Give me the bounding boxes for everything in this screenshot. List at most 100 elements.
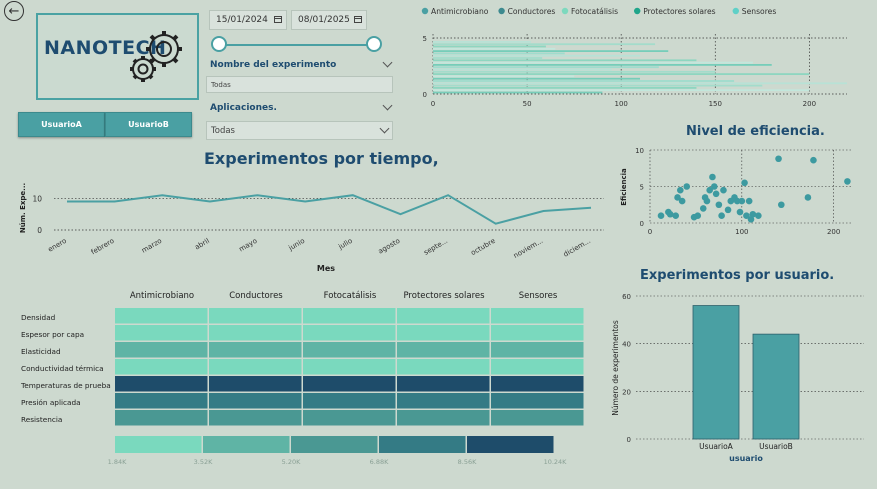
heatmap-legend-label: 10.24K bbox=[544, 458, 568, 466]
line-series bbox=[67, 194, 592, 225]
back-arrow-icon: ← bbox=[8, 3, 20, 19]
scatter-point bbox=[804, 194, 812, 201]
bar bbox=[433, 54, 640, 57]
y-tick-label: 10 bbox=[32, 194, 42, 203]
chevron-down-icon[interactable] bbox=[382, 100, 393, 112]
heatmap-column-label: Antimicrobiano bbox=[130, 291, 194, 301]
heatmap-cell bbox=[491, 376, 584, 392]
scatter-point bbox=[706, 186, 713, 194]
heatmap-cell bbox=[397, 359, 490, 375]
x-tick-label: diciem... bbox=[562, 237, 592, 259]
scatter-chart: 10 5 00 100 200 Eficiencia bbox=[620, 147, 852, 236]
bar bbox=[433, 45, 546, 48]
scatter-point bbox=[715, 201, 723, 209]
top-bar-chart: Antimicrobiano Conductores Fotocatálisis Pr… bbox=[421, 7, 847, 108]
scatter-point bbox=[810, 156, 817, 164]
heatmap-column-label: Protectores solares bbox=[403, 291, 485, 301]
heatmap-column-label: Conductores bbox=[229, 291, 283, 301]
heatmap-legend-label: 1.84K bbox=[108, 458, 127, 466]
heatmap-cell bbox=[115, 342, 208, 358]
back-button[interactable]: ← bbox=[4, 1, 24, 21]
date-slider-end-handle[interactable] bbox=[366, 36, 382, 52]
scatter-point bbox=[747, 216, 755, 223]
scatter-point bbox=[674, 194, 681, 201]
scatter-point bbox=[683, 183, 691, 190]
scatter-point bbox=[672, 212, 680, 219]
chevron-down-icon[interactable] bbox=[382, 57, 393, 69]
heatmap-cell bbox=[397, 325, 490, 341]
scatter-point bbox=[844, 178, 851, 185]
x-tick-label: 0 bbox=[431, 100, 435, 108]
calendar-icon[interactable] bbox=[354, 16, 362, 23]
heatmap-cell bbox=[491, 308, 584, 324]
y-tick-label: 60 bbox=[622, 293, 631, 301]
bar bbox=[752, 333, 800, 440]
x-tick-label: julio bbox=[336, 237, 353, 252]
x-axis-label: usuario bbox=[729, 454, 763, 463]
scatter-point bbox=[694, 212, 702, 219]
heatmap-cell bbox=[397, 376, 490, 392]
x-tick-label: septe... bbox=[422, 237, 449, 257]
scatter-point bbox=[745, 197, 753, 205]
heatmap-cell bbox=[115, 359, 208, 375]
bar bbox=[433, 77, 640, 80]
x-tick-label: 0 bbox=[648, 228, 652, 236]
heatmap-cell bbox=[491, 359, 584, 375]
heatmap-cell bbox=[115, 376, 208, 392]
y-axis-label: Eficiencia bbox=[620, 168, 628, 206]
heatmap-cell bbox=[209, 359, 302, 375]
heatmap-row-label: Elasticidad bbox=[21, 347, 61, 356]
scatter-point bbox=[749, 210, 757, 218]
x-tick-label: UsuarioA bbox=[699, 442, 734, 451]
start-date-field[interactable]: 15/01/2024 bbox=[209, 10, 287, 30]
heatmap-legend-label: 5.20K bbox=[282, 458, 301, 466]
heatmap-row-label: Densidad bbox=[21, 313, 55, 322]
y-axis-label: Núm. Expe... bbox=[19, 183, 27, 233]
y-tick-label: 5 bbox=[640, 184, 644, 192]
heatmap-cell bbox=[397, 393, 490, 409]
user-a-button[interactable]: UsuarioA bbox=[18, 112, 105, 137]
heatmap-legend-swatch bbox=[291, 436, 378, 453]
heatmap-legend-label: 6.88K bbox=[370, 458, 389, 466]
experiment-slicer-title: Nombre del experimento bbox=[210, 60, 337, 70]
logo-text: NANOTECH bbox=[44, 37, 167, 59]
y-tick-label: 0 bbox=[640, 220, 644, 228]
y-tick-label: 40 bbox=[622, 341, 631, 349]
end-date-field[interactable]: 08/01/2025 bbox=[291, 10, 367, 30]
legend-item: Fotocatálisis bbox=[571, 7, 618, 16]
y-tick-label: 5 bbox=[423, 35, 427, 43]
x-tick-label: octubre bbox=[470, 237, 497, 257]
applications-dropdown[interactable]: Todas bbox=[206, 121, 393, 140]
heatmap-cell bbox=[397, 308, 490, 324]
heatmap-row-label: Espesor por capa bbox=[21, 330, 84, 339]
x-tick-label: 50 bbox=[523, 100, 532, 108]
x-tick-label: junio bbox=[287, 237, 307, 253]
experiment-dropdown[interactable]: Todas bbox=[206, 76, 393, 93]
calendar-icon[interactable] bbox=[274, 16, 282, 23]
start-date-value: 15/01/2024 bbox=[216, 15, 268, 25]
scatter-point bbox=[775, 155, 782, 163]
bar bbox=[433, 84, 763, 87]
date-slider-track bbox=[218, 44, 375, 46]
y-tick-label: 10 bbox=[635, 147, 644, 155]
date-slider-start-handle[interactable] bbox=[211, 36, 227, 52]
heatmap-column-label: Fotocatálisis bbox=[324, 291, 377, 301]
heatmap-cell bbox=[209, 308, 302, 324]
x-tick-label: abril bbox=[193, 237, 210, 252]
bar bbox=[692, 305, 740, 440]
bar bbox=[433, 75, 575, 78]
chevron-down-icon[interactable] bbox=[379, 123, 390, 134]
bar bbox=[433, 43, 656, 46]
bar bbox=[433, 68, 612, 71]
heatmap-cell bbox=[397, 342, 490, 358]
heatmap-cell bbox=[209, 342, 302, 358]
heatmap-cell bbox=[303, 393, 396, 409]
user-b-button[interactable]: UsuarioB bbox=[105, 112, 192, 137]
experiment-dropdown-value: Todas bbox=[211, 81, 231, 89]
applications-dropdown-value: Todas bbox=[211, 126, 235, 136]
heatmap-cell bbox=[115, 308, 208, 324]
x-tick-label: 150 bbox=[709, 100, 722, 108]
heatmap-cell bbox=[303, 410, 396, 426]
heatmap-cell bbox=[491, 393, 584, 409]
scatter-title: Nivel de eficiencia. bbox=[686, 124, 825, 139]
